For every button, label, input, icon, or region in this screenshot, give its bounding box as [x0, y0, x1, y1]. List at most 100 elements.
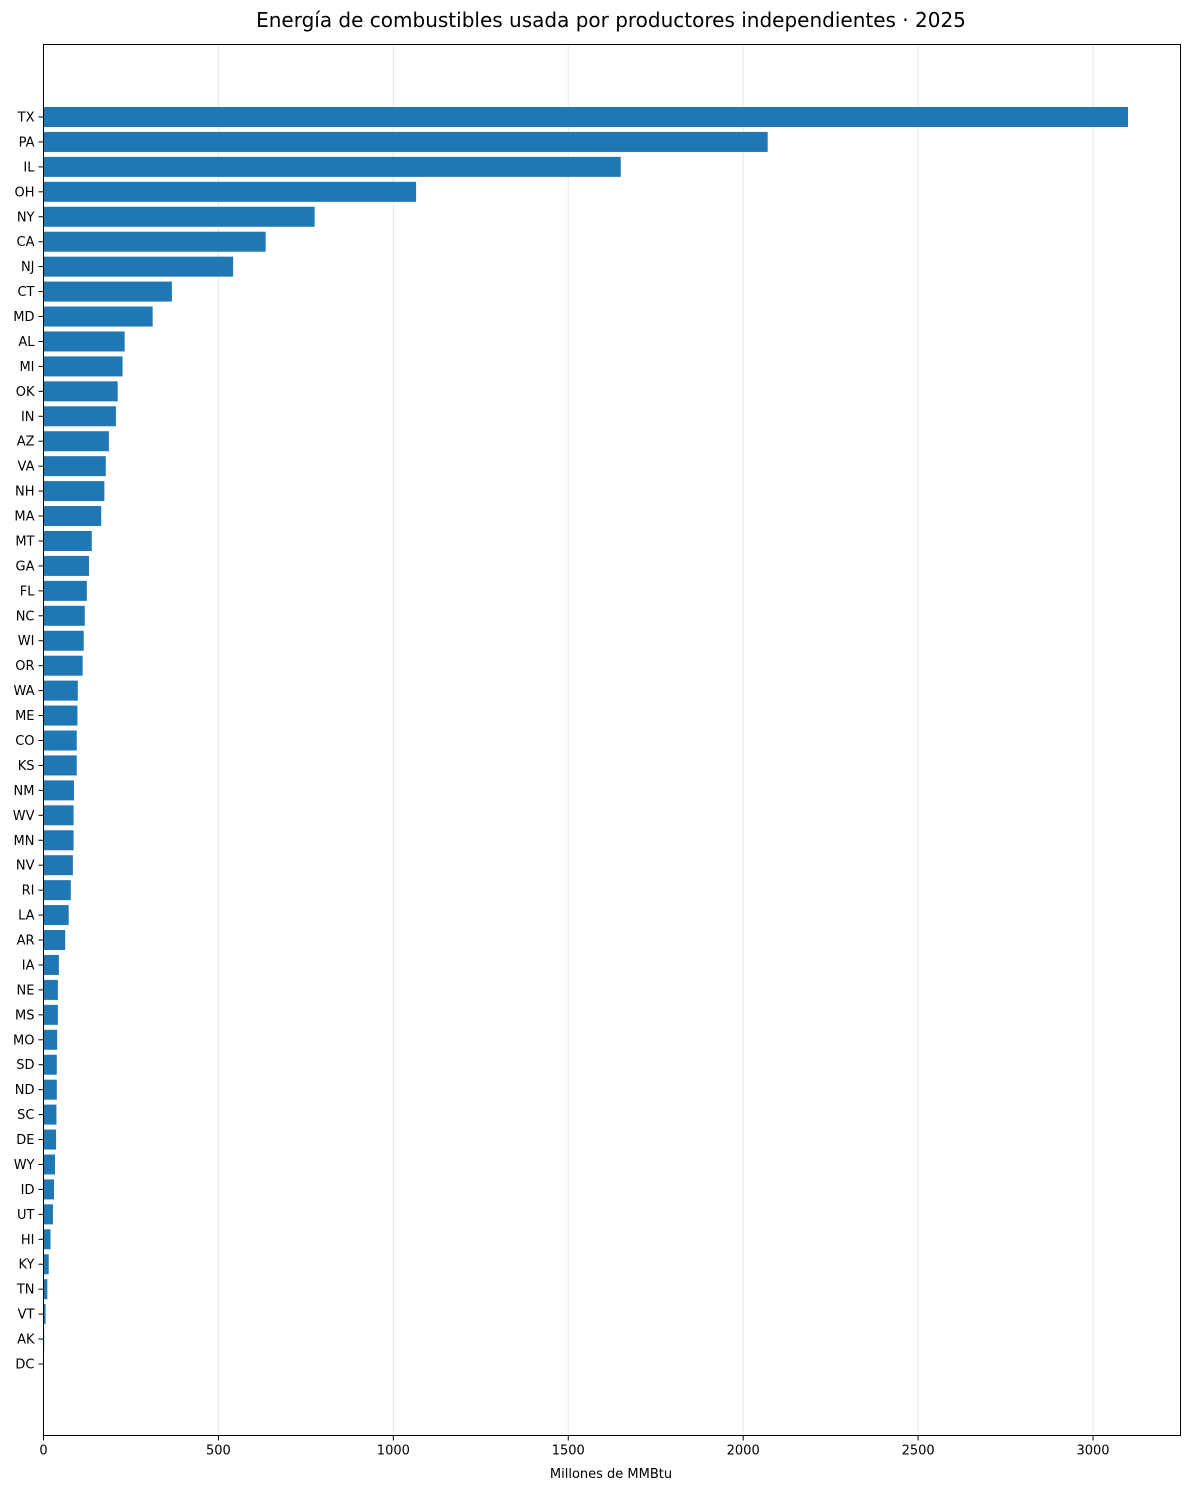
bar-de — [43, 1129, 57, 1150]
x-tick-label: 500 — [206, 1444, 231, 1459]
y-tick-label: RI — [22, 884, 35, 899]
y-tick-label: WV — [13, 809, 35, 824]
y-tick-label: DC — [15, 1358, 34, 1373]
bar-ks — [43, 755, 77, 776]
bar-id — [43, 1179, 54, 1200]
bar-sd — [43, 1054, 57, 1075]
bar-mn — [43, 830, 74, 851]
bar-ri — [43, 880, 71, 901]
y-tick-label: KY — [18, 1258, 34, 1273]
bar-wv — [43, 805, 74, 826]
bar-or — [43, 655, 83, 676]
bar-mi — [43, 356, 123, 377]
bar-ar — [43, 930, 66, 951]
bar-nh — [43, 481, 105, 502]
y-tick-label: ND — [15, 1083, 35, 1098]
y-tick-label: CO — [15, 734, 34, 749]
y-tick-label: MA — [14, 510, 34, 525]
bar-in — [43, 406, 116, 427]
x-tick-label: 2000 — [727, 1444, 760, 1459]
y-tick-label: NM — [14, 784, 35, 799]
x-axis-label: Millones de MMBtu — [550, 1467, 672, 1482]
y-tick-label: AR — [17, 934, 35, 949]
bar-tn — [43, 1279, 48, 1300]
bar-wa — [43, 680, 78, 701]
bar-mo — [43, 1029, 58, 1050]
y-tick-label: TX — [17, 111, 35, 126]
y-tick-label: GA — [16, 559, 35, 574]
bar-ne — [43, 979, 58, 1000]
x-tick-label: 2500 — [902, 1444, 935, 1459]
y-tick-label: IL — [23, 160, 35, 175]
y-tick-label: CT — [17, 285, 34, 300]
bar-ia — [43, 954, 59, 975]
y-tick-label: NE — [17, 983, 35, 998]
y-tick-label: AZ — [17, 435, 35, 450]
y-tick-label: WY — [14, 1158, 35, 1173]
bar-ut — [43, 1204, 53, 1225]
y-tick-label: NC — [16, 609, 35, 624]
y-tick-label: AK — [17, 1333, 35, 1348]
y-tick-label: DE — [16, 1133, 34, 1148]
y-tick-label: IA — [22, 958, 35, 973]
y-tick-label: UT — [17, 1208, 35, 1223]
y-tick-label: MI — [19, 360, 34, 375]
y-tick-label: CA — [17, 235, 35, 250]
y-tick-label: SC — [17, 1108, 34, 1123]
y-tick-label: PA — [19, 135, 35, 150]
gridlines — [43, 44, 1094, 1436]
bars — [43, 107, 1129, 1374]
y-tick-label: NV — [16, 859, 35, 874]
y-tick-label: MO — [13, 1033, 34, 1048]
bar-wi — [43, 630, 84, 651]
bar-al — [43, 331, 125, 352]
y-tick-label: NH — [15, 485, 35, 500]
y-tick-label: MD — [13, 310, 34, 325]
y-tick-label: KS — [18, 759, 35, 774]
y-tick-label: NY — [17, 210, 35, 225]
y-tick-label: TN — [16, 1283, 35, 1298]
bar-nd — [43, 1079, 57, 1100]
y-tick-label: IN — [21, 410, 35, 425]
chart-title: Energía de combustibles usada por produc… — [256, 8, 966, 32]
bar-la — [43, 905, 69, 926]
bar-nv — [43, 855, 73, 876]
y-axis: TX PA IL OH NY CA NJ CT MD AL MI OK IN AZ VA NH MA MT GA FL… — [13, 111, 44, 1373]
bar-pa — [43, 131, 768, 152]
x-axis: 0 500 1000 1500 2000 2500 3000 — [39, 1435, 1110, 1459]
bar-ga — [43, 555, 89, 576]
bar-me — [43, 705, 78, 726]
y-tick-label: LA — [18, 909, 35, 924]
y-tick-label: HI — [21, 1233, 35, 1248]
bar-tx — [43, 107, 1129, 127]
bar-oh — [43, 181, 417, 202]
y-tick-label: OH — [14, 185, 34, 200]
bar-ct — [43, 281, 172, 302]
y-tick-label: ID — [21, 1183, 35, 1198]
bar-wy — [43, 1154, 56, 1175]
bar-co — [43, 730, 77, 751]
bar-ms — [43, 1004, 58, 1025]
bar-ok — [43, 381, 118, 402]
bar-nm — [43, 780, 74, 801]
y-tick-label: OR — [15, 659, 34, 674]
bar-sc — [43, 1104, 57, 1125]
bar-ma — [43, 506, 102, 527]
y-tick-label: WI — [18, 634, 35, 649]
bar-mt — [43, 530, 92, 551]
y-tick-label: VT — [18, 1308, 35, 1323]
bar-ny — [43, 206, 315, 227]
bar-va — [43, 456, 106, 477]
plot-frame — [43, 44, 1181, 1436]
bar-vt — [43, 1304, 46, 1325]
y-tick-label: MT — [15, 534, 34, 549]
y-tick-label: AL — [18, 335, 35, 350]
bar-md — [43, 306, 153, 327]
bar-nj — [43, 256, 234, 277]
bar-hi — [43, 1229, 51, 1250]
y-tick-label: WA — [13, 684, 34, 699]
y-tick-label: VA — [18, 460, 35, 475]
y-tick-label: OK — [16, 385, 35, 400]
bar-az — [43, 431, 109, 452]
